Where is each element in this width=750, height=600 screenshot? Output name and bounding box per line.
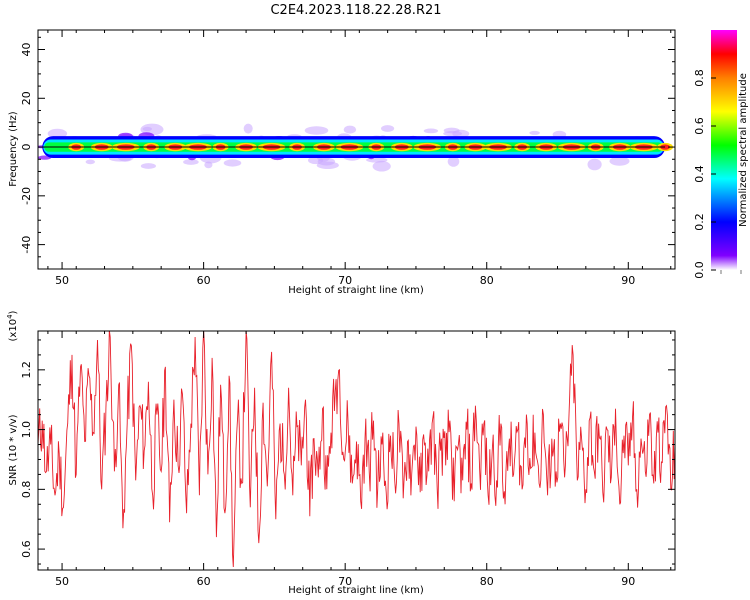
snr-x-tick-label: 50 (55, 575, 69, 588)
spectrogram-x-axis-label: Height of straight line (km) (288, 285, 424, 296)
spectrogram-y-tick-label: 0 (20, 144, 33, 151)
spectral-halo-blob (223, 159, 242, 167)
snr-series-line (38, 331, 675, 568)
spectral-halo-blob (529, 130, 540, 135)
spectrogram-y-tick-label: 40 (20, 43, 33, 57)
snr-y-tick-label: 0.6 (20, 540, 33, 558)
spectral-halo-blob (381, 125, 395, 132)
spectrogram-y-axis-label: Frequency (Hz) (8, 111, 19, 187)
snr-y-scale-exponent: 4 (6, 314, 14, 319)
spectrogram-y-tick-label: -40 (20, 236, 33, 254)
spectrogram-x-tick-label: 70 (338, 274, 352, 287)
spectral-band (38, 123, 674, 172)
spectral-halo-blob (183, 159, 199, 165)
colorbar-tick-label: 0.2 (693, 213, 706, 231)
spectral-halo-blob (447, 156, 460, 167)
spectral-halo-blob (304, 126, 329, 135)
spectrogram-frame (37, 29, 676, 270)
spectrogram-y-ticks: 40 20 0 -20 -40 (20, 36, 675, 270)
spectrogram-x-tick-label: 50 (55, 274, 69, 287)
snr-x-tick-label: 60 (197, 575, 211, 588)
snr-y-tick-label: 1.0 (20, 421, 33, 439)
spectral-halo-blob (85, 159, 96, 165)
spectrogram-x-ticks: 50 60 70 80 90 (47, 30, 672, 287)
spectral-halo-blob (140, 163, 156, 169)
colorbar-tick-label: 0.8 (693, 69, 706, 87)
colorbar-label: Normalized spectral amplitude (738, 73, 749, 227)
spectral-halo-blob (587, 158, 602, 171)
spectral-halo-blob (609, 156, 630, 166)
spectrogram-x-tick-label: 60 (197, 274, 211, 287)
snr-y-tick-label: 0.8 (20, 481, 33, 499)
snr-x-ticks: 50 60 70 80 90 (47, 331, 672, 588)
snr-y-tick-label: 1.2 (20, 361, 33, 379)
snr-y-scale-note: (x104) (6, 310, 19, 341)
spectrogram-y-tick-label: -20 (20, 187, 33, 205)
spectral-halo-blob (243, 123, 253, 134)
spectrogram-plot-area (38, 30, 675, 269)
spectral-halo-blob (343, 125, 357, 134)
colorbar-fill (711, 30, 737, 270)
snr-y-axis-label: SNR (10 * v/v) (8, 414, 19, 485)
snr-x-axis-label: Height of straight line (km) (288, 585, 424, 596)
snr-x-tick-label: 70 (338, 575, 352, 588)
figure-title: C2E4.2023.118.22.28.R21 (270, 3, 441, 18)
colorbar-tick-label: 0.6 (693, 117, 706, 135)
colorbar-ticks: 0.0 0.2 0.4 0.6 0.8 (693, 69, 742, 279)
snr-x-tick-label: 80 (480, 575, 494, 588)
spectrogram-x-tick-label: 80 (480, 274, 494, 287)
colorbar-tick-label: 0.4 (693, 165, 706, 183)
colorbar: 0.0 0.2 0.4 0.6 0.8 Normalized spectral ampl… (693, 30, 749, 279)
snr-plot-area (38, 331, 675, 568)
spectral-halo-blob (443, 130, 462, 137)
spectral-halo-blob (47, 128, 68, 139)
snr-y-scale-prefix: (x10 (8, 319, 19, 342)
spectral-halo-blob (372, 160, 391, 172)
colorbar-tick-label: 0.0 (693, 261, 706, 279)
snr-frame (37, 330, 676, 571)
spectrogram-y-tick-label: 20 (20, 91, 33, 105)
spectral-halo-blob (204, 161, 213, 169)
spectral-halo-blob (316, 161, 339, 169)
spectral-halo-blob (142, 126, 152, 132)
snr-y-scale-suffix: ) (8, 310, 19, 314)
snr-x-tick-label: 90 (621, 575, 635, 588)
spectral-halo-blob (423, 128, 439, 134)
spectrogram-x-tick-label: 90 (621, 274, 635, 287)
spectrogram-panel: 50 60 70 80 90 40 20 0 -20 -40 Height of straigh… (8, 29, 676, 296)
snr-y-ticks: 0.6 0.8 1.0 1.2 (20, 339, 675, 565)
snr-panel: 50 60 70 80 90 0.6 0.8 1.0 1.2 Height of straig… (6, 310, 676, 596)
